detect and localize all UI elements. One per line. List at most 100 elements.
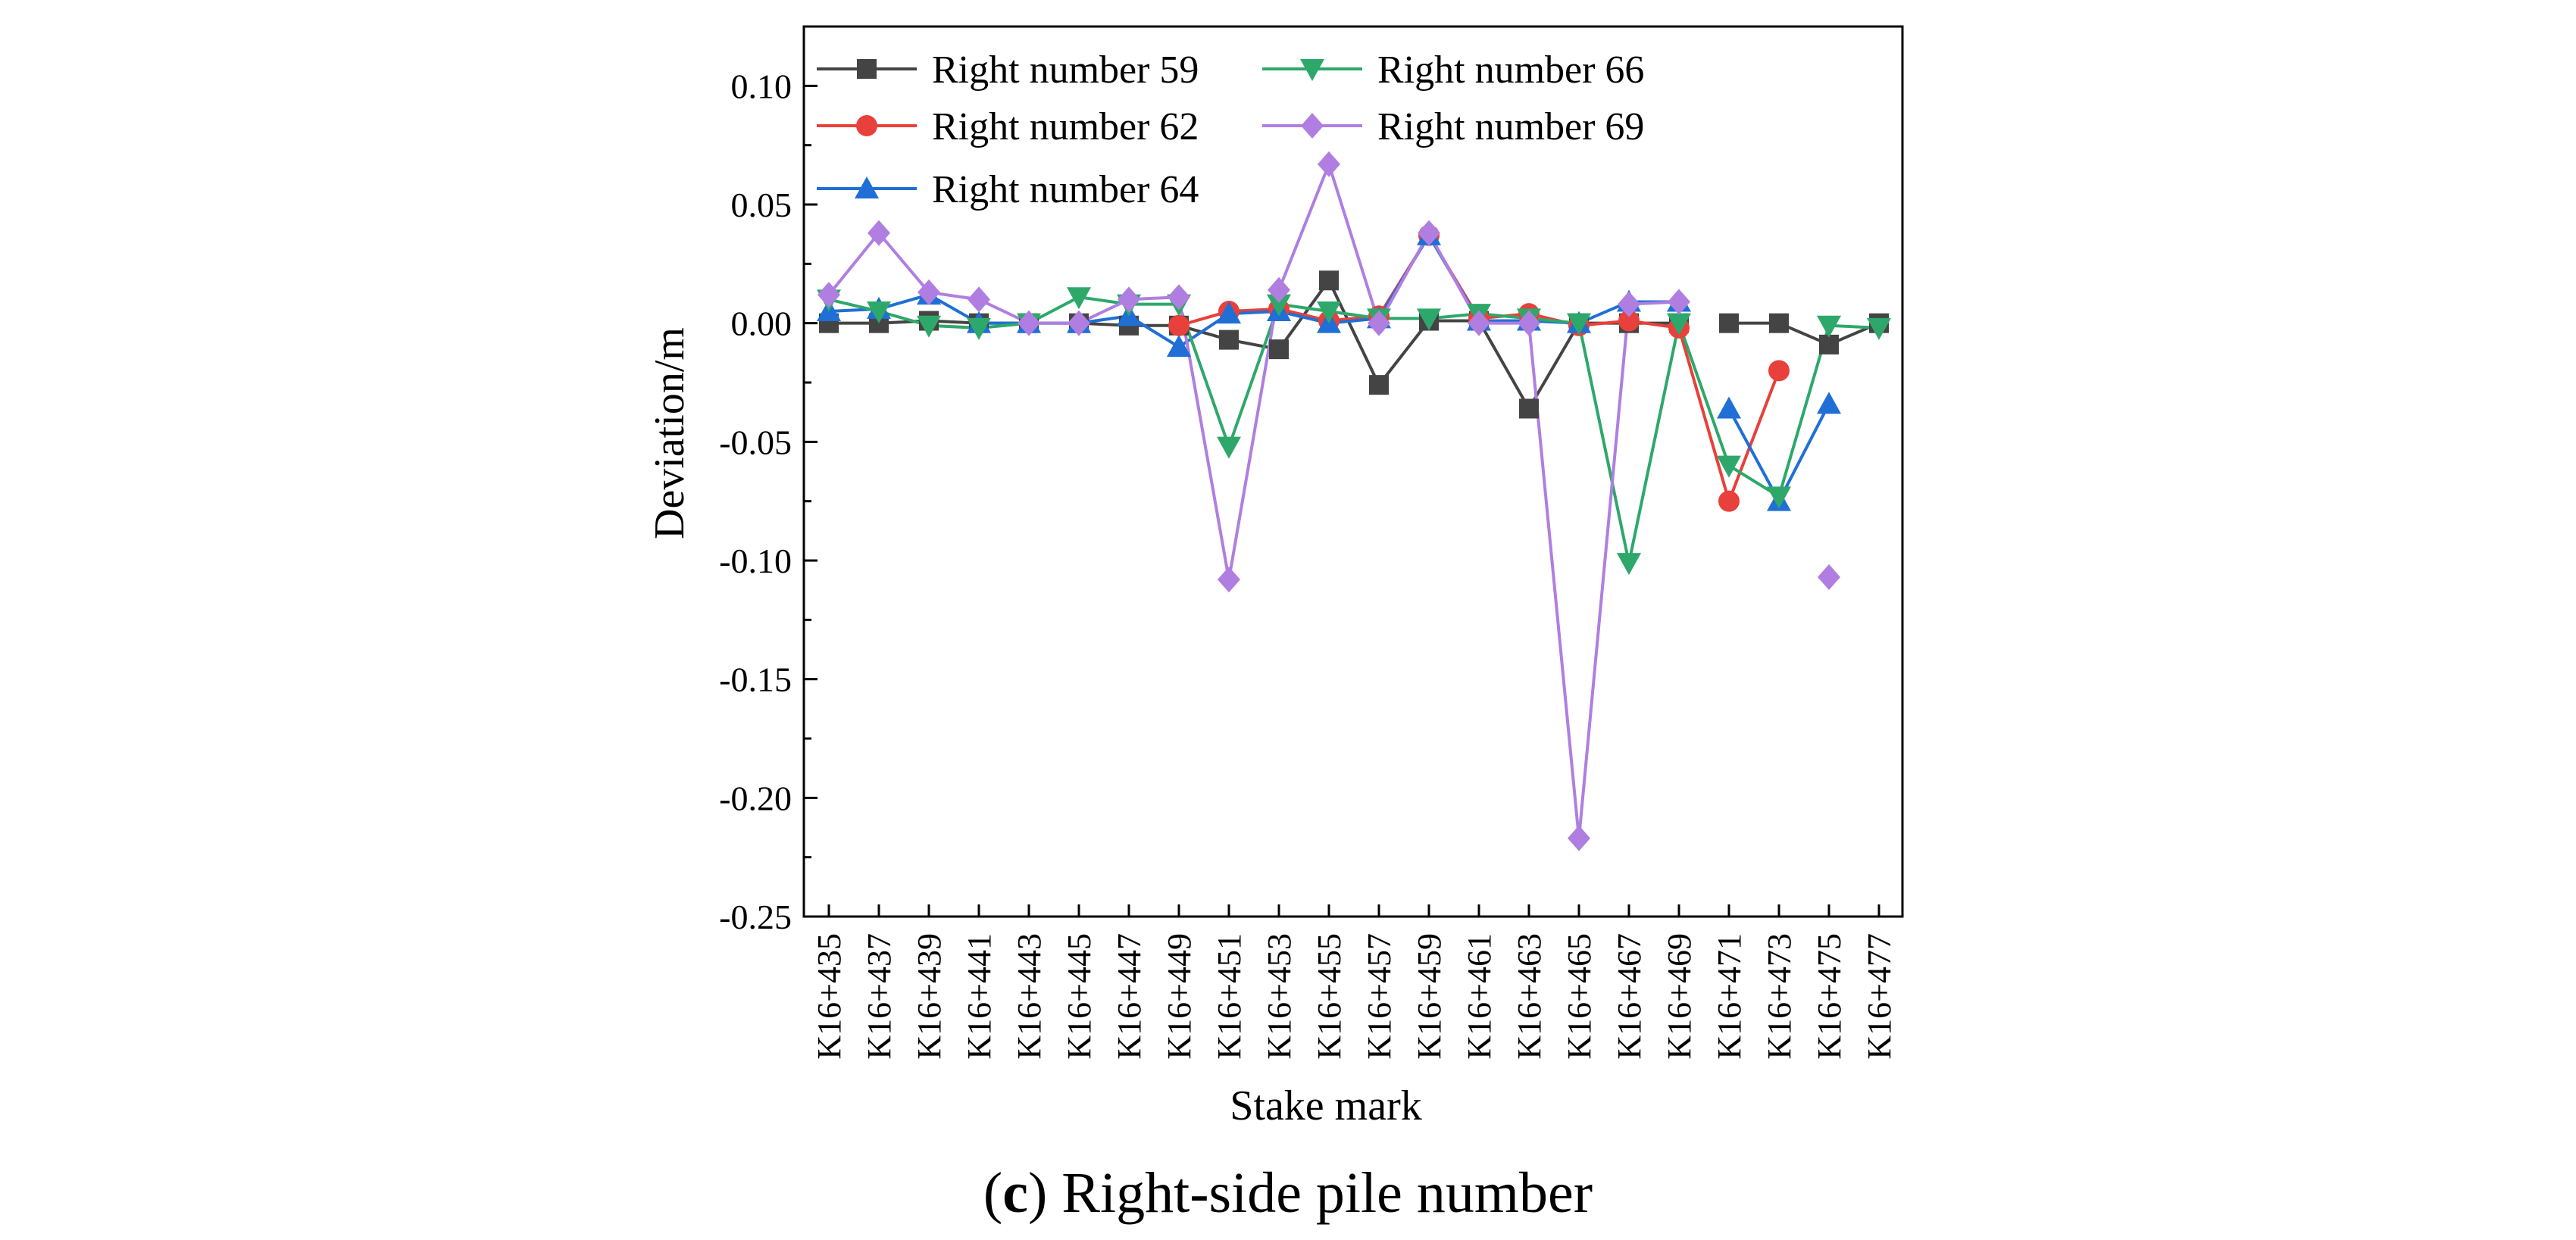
caption-text: Right-side pile number	[1061, 1161, 1593, 1225]
data-point	[1717, 455, 1741, 478]
data-point	[1118, 286, 1140, 313]
data-point	[1168, 314, 1190, 336]
data-point	[1217, 436, 1241, 459]
legend-marker	[1301, 113, 1324, 139]
legend-label: Right number 69	[1377, 105, 1644, 148]
data-point	[1768, 360, 1790, 382]
y-tick-label: 0.05	[731, 186, 792, 224]
data-point	[1219, 330, 1239, 350]
data-point	[1269, 339, 1289, 360]
x-tick-label: K16+441	[961, 933, 998, 1060]
data-point	[917, 315, 941, 338]
data-point	[1319, 270, 1339, 291]
data-point	[1867, 317, 1891, 340]
data-point	[1668, 289, 1690, 315]
x-tick-label: K16+439	[911, 933, 948, 1060]
caption-letter: c	[1002, 1161, 1028, 1225]
data-point	[1567, 313, 1591, 336]
x-tick-label: K16+447	[1111, 933, 1148, 1060]
data-point	[1817, 315, 1841, 338]
data-point	[1018, 310, 1040, 336]
data-point	[1068, 310, 1090, 336]
data-point	[967, 317, 991, 340]
data-point	[1769, 313, 1789, 333]
data-point	[1519, 398, 1539, 419]
data-point	[968, 286, 990, 313]
data-point	[1268, 276, 1290, 303]
data-point	[867, 301, 891, 323]
x-tick-label: K16+455	[1311, 933, 1348, 1060]
axis-ticks	[804, 84, 1880, 918]
x-tick-label: K16+465	[1561, 933, 1598, 1060]
data-point	[1617, 553, 1641, 576]
data-point	[1618, 310, 1640, 332]
data-point	[1717, 396, 1741, 419]
y-tick-label: 0.10	[731, 67, 792, 105]
x-tick-label: K16+437	[861, 933, 898, 1060]
figure-caption: (c) Right-side pile number	[983, 1161, 1593, 1225]
y-tick-label: -0.05	[719, 423, 792, 461]
y-axis-label: Deviation/m	[646, 327, 693, 539]
x-tick-label: K16+451	[1211, 933, 1248, 1060]
data-point	[868, 220, 890, 246]
legend-marker	[857, 59, 877, 79]
legend-label: Right number 59	[932, 48, 1199, 92]
x-tick-label: K16+459	[1411, 933, 1448, 1060]
x-axis-label: Stake mark	[1230, 1082, 1421, 1129]
x-tick-label: K16+457	[1361, 933, 1398, 1060]
data-point	[1218, 567, 1240, 593]
x-tick-label: K16+467	[1611, 933, 1648, 1060]
data-point	[1217, 301, 1241, 324]
x-tick-label: K16+453	[1261, 933, 1298, 1060]
data-point	[1468, 310, 1490, 336]
series-line	[828, 295, 1880, 564]
y-tick-label: -0.15	[719, 661, 792, 699]
data-point	[1317, 301, 1341, 323]
x-tick-label: K16+461	[1461, 933, 1498, 1060]
data-point	[1618, 291, 1640, 317]
data-point	[1568, 825, 1590, 851]
y-tick-label: -0.10	[719, 542, 792, 580]
data-point	[1418, 220, 1440, 246]
data-point	[1368, 310, 1390, 336]
x-tick-labels: K16+435 K16+437 K16+439 K16+441 K16+443 K16+4…	[811, 933, 1898, 1060]
x-tick-label: K16+463	[1511, 933, 1548, 1060]
data-point	[1818, 564, 1840, 590]
data-point	[818, 282, 840, 308]
data-point	[1168, 284, 1190, 311]
x-tick-label: K16+469	[1661, 933, 1698, 1060]
data-point	[918, 279, 940, 305]
x-tick-label: K16+471	[1711, 933, 1748, 1060]
data-point	[1417, 308, 1441, 331]
data-point	[1767, 486, 1791, 509]
legend-label: Right number 62	[932, 105, 1199, 148]
plot-frame	[802, 25, 1904, 918]
series-markers	[817, 151, 1891, 851]
data-point	[1267, 294, 1291, 317]
legend-marker	[855, 176, 879, 198]
y-tick-label: 0.00	[731, 305, 792, 343]
x-tick-label: K16+435	[811, 933, 848, 1060]
data-point	[1067, 287, 1091, 310]
data-point	[1719, 313, 1739, 333]
legend-label: Right number 64	[932, 168, 1199, 211]
data-point	[1667, 313, 1691, 336]
plot-border	[802, 25, 1904, 918]
legend-marker	[1300, 59, 1324, 81]
data-point	[1318, 151, 1340, 177]
data-point	[1718, 490, 1740, 512]
x-tick-label: K16+477	[1861, 933, 1898, 1060]
y-tick-label: -0.20	[719, 779, 792, 817]
data-point	[1817, 392, 1841, 414]
x-tick-label: K16+475	[1811, 933, 1848, 1060]
data-point	[1518, 310, 1540, 336]
y-tick-label: -0.25	[719, 898, 792, 936]
y-tick-labels: 0.10 0.05 0.00 -0.05 -0.10 -0.15 -0.20 -0.25	[719, 67, 792, 936]
legend-label: Right number 66	[1377, 48, 1644, 92]
series-line	[1729, 321, 1880, 347]
data-point	[1167, 335, 1191, 357]
x-tick-label: K16+473	[1761, 933, 1798, 1060]
x-tick-label: K16+445	[1061, 933, 1098, 1060]
